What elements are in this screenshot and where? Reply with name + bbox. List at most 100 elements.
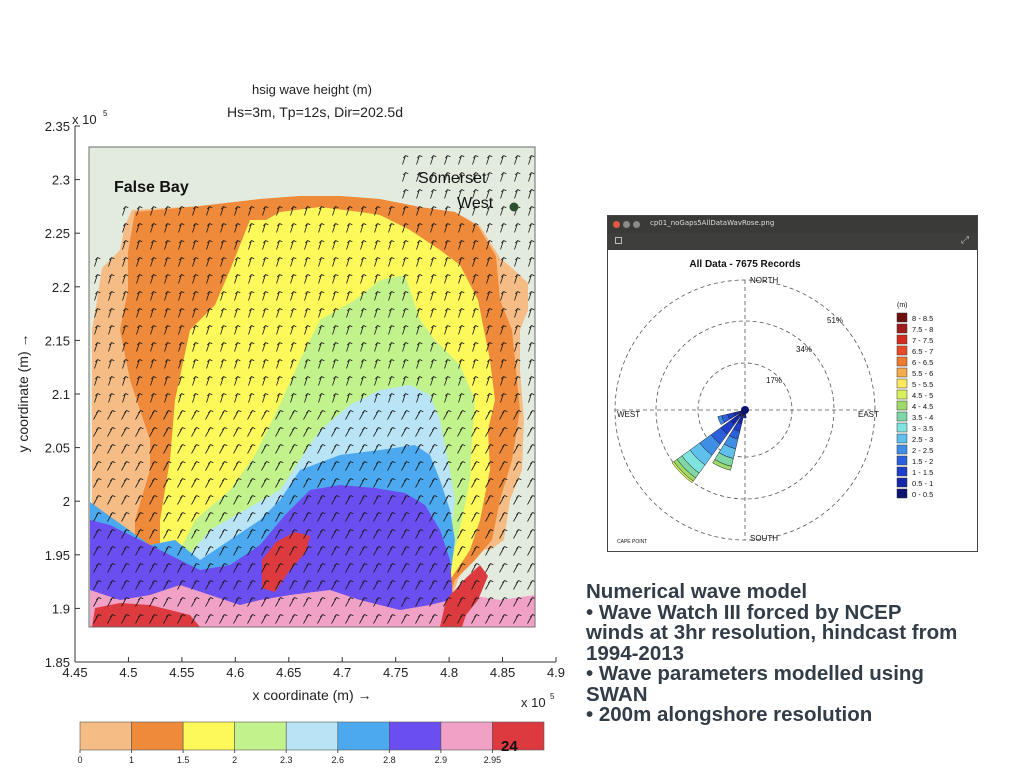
direction-arrow <box>458 376 462 386</box>
direction-arrow <box>360 393 364 403</box>
direction-arrow-head <box>262 240 269 244</box>
direction-arrow-head <box>207 444 214 448</box>
direction-arrow-head <box>248 223 255 227</box>
rose-petal-segment <box>717 415 725 425</box>
direction-arrow-head <box>458 155 465 159</box>
direction-arrow-head <box>416 206 423 210</box>
direction-arrow-head <box>207 461 214 465</box>
direction-arrow <box>248 359 252 369</box>
direction-arrow <box>360 274 364 284</box>
direction-arrow <box>346 308 350 318</box>
direction-arrow <box>304 240 308 250</box>
direction-arrow <box>122 257 126 267</box>
direction-arrow <box>332 223 336 233</box>
direction-arrow <box>430 189 434 199</box>
minimize-window-button[interactable] <box>623 221 630 228</box>
direction-arrow-head <box>137 427 144 431</box>
direction-arrow-head <box>444 274 451 278</box>
direction-arrow-head <box>487 580 494 584</box>
direction-arrow-head <box>514 393 521 397</box>
direction-arrow <box>402 376 406 386</box>
direction-arrow <box>178 240 182 250</box>
direction-arrow-head <box>277 597 284 601</box>
direction-arrow <box>276 274 280 284</box>
direction-arrow-head <box>514 155 521 159</box>
direction-arrow <box>514 274 518 284</box>
x-tick-label-2: 4.55 <box>169 665 194 680</box>
close-window-button[interactable] <box>613 221 620 228</box>
direction-arrow-head <box>528 172 535 176</box>
direction-arrow-head <box>150 291 157 295</box>
direction-arrow-head <box>123 444 130 448</box>
legend-label-9: 3.5 - 4 <box>912 413 933 422</box>
direction-arrow-head <box>151 444 158 448</box>
direction-arrow <box>458 223 462 233</box>
direction-arrow-head <box>528 308 535 312</box>
direction-arrow <box>416 342 420 352</box>
rose-petals <box>671 406 749 484</box>
direction-arrow-head <box>165 478 172 482</box>
direction-arrow-head <box>375 495 382 499</box>
town-marker <box>509 202 519 212</box>
direction-arrow-head <box>263 444 270 448</box>
direction-arrow <box>262 359 266 369</box>
direction-arrow-head <box>515 478 522 482</box>
direction-arrow-head <box>305 478 312 482</box>
direction-arrow-head <box>249 512 256 516</box>
direction-arrow-head <box>179 427 186 431</box>
maximize-window-button[interactable] <box>633 221 640 228</box>
direction-arrow <box>514 189 518 199</box>
direction-arrow-head <box>234 359 241 363</box>
fullscreen-icon[interactable]: ⤢ <box>961 235 969 246</box>
direction-arrow-head <box>193 444 200 448</box>
direction-arrow <box>276 223 280 233</box>
direction-arrow-head <box>277 495 284 499</box>
direction-arrow-head <box>472 393 479 397</box>
direction-arrow-head <box>374 206 381 210</box>
direction-arrow <box>458 359 462 369</box>
direction-arrow <box>332 206 336 216</box>
direction-arrow-head <box>276 325 283 329</box>
y-tick-label-0: 2.35 <box>45 119 70 134</box>
direction-arrow-head <box>361 529 368 533</box>
legend-swatch-7 <box>896 389 908 400</box>
direction-arrow <box>402 206 406 216</box>
direction-arrow-head <box>150 325 157 329</box>
direction-arrow <box>486 240 490 250</box>
direction-arrow-head <box>248 257 255 261</box>
direction-arrow-head <box>94 376 101 380</box>
direction-arrow-head <box>304 291 311 295</box>
direction-arrow-head <box>179 597 186 601</box>
menu-icon[interactable] <box>615 237 622 244</box>
band-max-patch <box>262 532 310 592</box>
direction-arrow-head <box>94 359 101 363</box>
direction-arrow-head <box>220 342 227 346</box>
direction-arrow-head <box>305 529 312 533</box>
direction-arrow-head <box>486 359 493 363</box>
direction-arrow-head <box>305 546 312 550</box>
direction-arrow <box>304 291 308 301</box>
direction-arrow-head <box>346 291 353 295</box>
direction-arrow <box>500 308 504 318</box>
direction-arrow-head <box>486 223 493 227</box>
direction-arrow-head <box>318 291 325 295</box>
direction-arrow <box>416 308 420 318</box>
direction-arrow <box>346 325 350 335</box>
direction-arrow <box>472 393 476 403</box>
direction-arrow-head <box>262 291 269 295</box>
direction-arrow-head <box>151 614 158 618</box>
direction-arrow-head <box>487 478 494 482</box>
direction-arrow <box>150 393 154 403</box>
direction-arrow-head <box>430 189 437 193</box>
direction-arrow-head <box>501 563 508 567</box>
direction-arrow <box>486 172 490 182</box>
direction-arrow <box>164 274 168 284</box>
direction-arrow-head <box>305 597 312 601</box>
direction-arrow-head <box>95 410 102 414</box>
direction-arrow-head <box>136 342 143 346</box>
direction-arrow <box>528 376 532 386</box>
direction-arrow-head <box>305 461 312 465</box>
direction-arrow <box>528 189 532 199</box>
direction-arrow-head <box>123 478 130 482</box>
direction-arrow-head <box>234 325 241 329</box>
